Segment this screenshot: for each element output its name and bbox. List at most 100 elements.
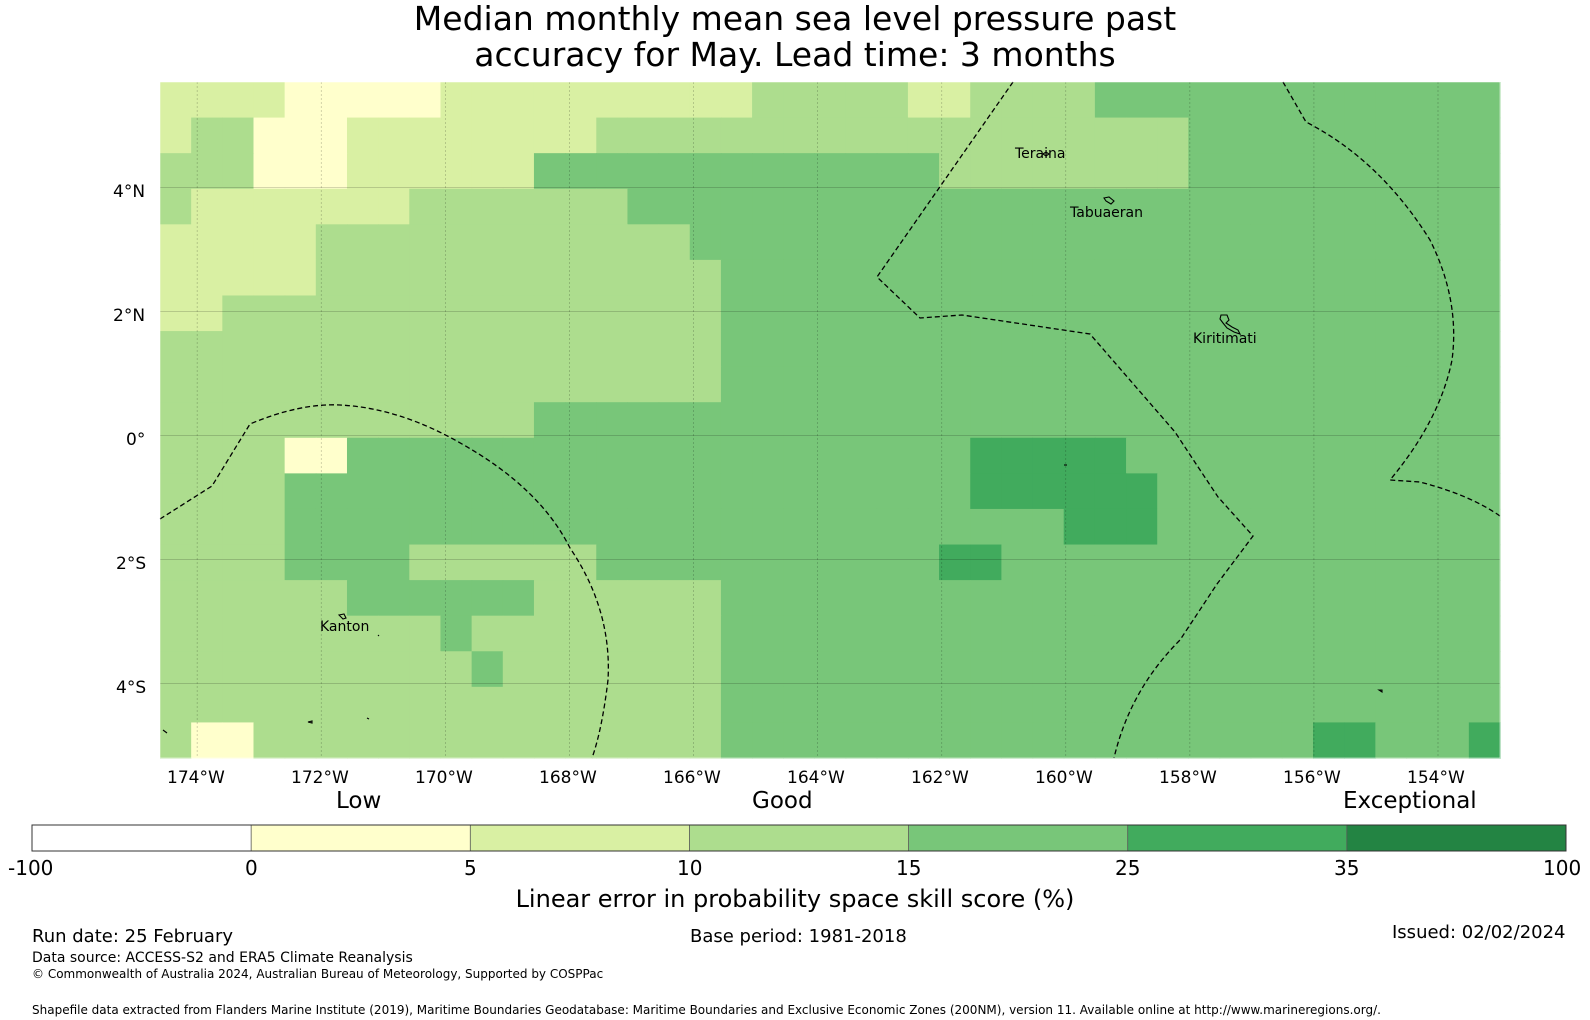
graticule xyxy=(160,82,1500,758)
grid-cell xyxy=(160,259,192,297)
grid-cell xyxy=(1468,224,1501,261)
grid-cell xyxy=(1281,331,1314,368)
grid-cell xyxy=(346,82,379,119)
grid-cell xyxy=(378,295,410,332)
grid-cell xyxy=(1219,686,1252,724)
grid-cell xyxy=(845,331,878,368)
grid-cell xyxy=(814,82,847,119)
grid-cell xyxy=(876,295,909,332)
grid-cell xyxy=(752,402,784,439)
grid-cell xyxy=(1468,117,1501,154)
grid-cell xyxy=(1344,153,1376,190)
grid-cell xyxy=(440,651,473,688)
grid-cell xyxy=(409,188,442,225)
grid-cell xyxy=(378,366,410,403)
grid-cell xyxy=(1375,366,1408,403)
grid-cell xyxy=(658,366,691,403)
grid-cell xyxy=(1188,117,1221,154)
grid-cell xyxy=(1001,544,1034,581)
grid-cell xyxy=(845,117,878,154)
grid-cell xyxy=(1219,473,1252,510)
grid-cell xyxy=(627,508,660,546)
grid-cell xyxy=(1406,580,1439,617)
grid-cell xyxy=(752,437,784,474)
place-label-tabuaeran: Tabuaeran xyxy=(1070,205,1143,221)
grid-cell xyxy=(1063,259,1096,297)
grid-cell xyxy=(596,366,629,403)
grid-cell xyxy=(1281,82,1314,119)
grid-cell xyxy=(378,331,410,368)
grid-cell xyxy=(1157,224,1189,261)
grid-cell xyxy=(658,544,691,581)
grid-cell xyxy=(1126,508,1158,546)
grid-cell xyxy=(253,331,286,368)
grid-cell xyxy=(907,366,940,403)
grid-cell xyxy=(627,615,660,652)
lon-tick-158w: 158°W xyxy=(1159,768,1217,788)
grid-cell xyxy=(191,117,223,154)
grid-cell xyxy=(1094,544,1127,581)
colorbar-segment xyxy=(1127,825,1347,851)
grid-cell xyxy=(1126,188,1158,225)
grid-cell xyxy=(1344,366,1376,403)
grid-cell xyxy=(907,473,940,510)
teraina-island xyxy=(1042,151,1050,157)
grid-cell xyxy=(502,117,535,154)
grid-cell xyxy=(1344,508,1376,546)
grid-cell xyxy=(565,366,597,403)
grid-cell xyxy=(720,295,753,332)
grid-cell xyxy=(1157,295,1189,332)
map-title-line1: Median monthly mean sea level pressure p… xyxy=(413,0,1177,38)
grid-cell xyxy=(783,259,816,297)
grid-cell xyxy=(253,117,286,154)
grid-cell xyxy=(1281,508,1314,546)
grid-cell xyxy=(596,188,629,225)
grid-cell xyxy=(222,224,255,261)
grid-cell xyxy=(502,544,535,581)
grid-cell xyxy=(689,188,722,225)
grid-cell xyxy=(1219,224,1252,261)
grid-cell xyxy=(1188,615,1221,652)
grid-cell xyxy=(783,580,816,617)
grid-cell xyxy=(1437,224,1470,261)
colorbar-segment xyxy=(32,825,252,851)
grid-cell xyxy=(471,117,504,154)
grid-cell xyxy=(1313,686,1345,724)
grid-cell xyxy=(1313,331,1345,368)
grid-cell xyxy=(1375,473,1408,510)
grid-cell xyxy=(1188,722,1221,759)
grid-cell xyxy=(1344,331,1376,368)
grid-cell xyxy=(720,686,753,724)
grid-cell xyxy=(876,544,909,581)
grid-cell xyxy=(783,508,816,546)
grid-cell xyxy=(440,117,473,154)
grid-cell xyxy=(939,402,971,439)
grid-cell xyxy=(1437,615,1470,652)
grid-cell xyxy=(939,508,971,546)
grid-cell xyxy=(783,402,816,439)
colorbar-segment xyxy=(251,825,471,851)
kiritimati-island xyxy=(1219,314,1242,335)
grid-cell xyxy=(471,331,504,368)
grid-cell xyxy=(1375,82,1408,119)
grid-cell xyxy=(845,722,878,759)
grid-cell xyxy=(907,615,940,652)
grid-cell xyxy=(191,722,223,759)
lat-tick-4n: 4°N xyxy=(113,182,146,202)
grid-cell xyxy=(502,82,535,119)
grid-cell xyxy=(1094,188,1127,225)
grid-cell xyxy=(783,544,816,581)
grid-cell xyxy=(502,615,535,652)
grid-cell xyxy=(1063,544,1096,581)
grid-cell xyxy=(814,473,847,510)
grid-cell xyxy=(627,366,660,403)
grid-cell xyxy=(720,117,753,154)
grid-cell xyxy=(471,508,504,546)
grid-cell xyxy=(1250,686,1283,724)
grid-cell xyxy=(1001,117,1034,154)
grid-cell xyxy=(1032,508,1065,546)
grid-cell xyxy=(907,331,940,368)
eez-boundaries xyxy=(159,81,1501,759)
grid-cell xyxy=(720,615,753,652)
grid-cell xyxy=(471,615,504,652)
